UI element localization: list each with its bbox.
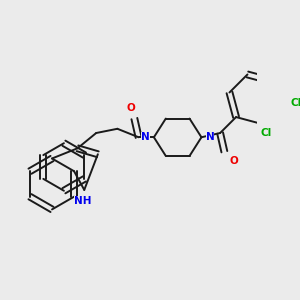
Text: O: O bbox=[127, 103, 135, 113]
Text: O: O bbox=[230, 156, 238, 166]
Text: Cl: Cl bbox=[260, 128, 272, 137]
Text: Cl: Cl bbox=[290, 98, 300, 107]
Text: NH: NH bbox=[74, 196, 91, 206]
Text: N: N bbox=[206, 132, 214, 142]
Text: N: N bbox=[141, 132, 150, 142]
